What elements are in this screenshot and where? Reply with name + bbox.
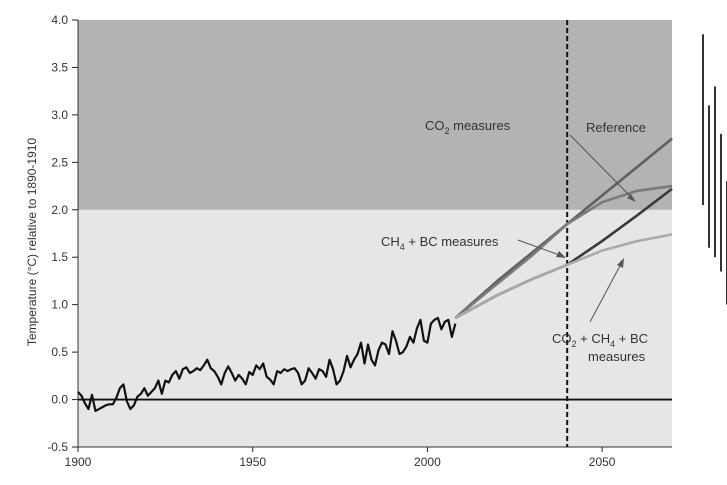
y-tick-label: 4.0 [51,13,68,27]
ch4-suffix: + BC measures [405,234,499,249]
ch4-sub: 4 [400,242,405,252]
ch4-bc-measures-label: CH4 + BC measures [381,234,499,252]
combo-prefix: CO [552,331,572,346]
combo-mid: + CH [577,331,611,346]
co2-measures-label: CO2 measures [425,118,511,136]
co2-suffix: measures [450,118,511,133]
y-tick-label: -0.5 [47,440,68,454]
y-tick-label: 1.5 [51,250,68,264]
y-axis-label: Temperature (°C) relative to 1890-1910 [25,138,39,347]
ch4-arrow [517,239,563,257]
y-tick-label: 2.0 [51,203,68,217]
combo-arrow [589,261,623,323]
combined-measures-label-line1: CO2 + CH4 + BC [552,331,648,349]
y-tick-label: 2.5 [51,155,68,169]
x-axis-ticks: 1900 1950 2000 2050 [65,20,672,469]
y-tick-label: 3.0 [51,108,68,122]
y-tick-label: 0.5 [51,345,68,359]
side-range-bars [702,34,727,305]
combo-suffix: + BC [615,331,648,346]
projection-line-2 [454,184,673,319]
y-axis-ticks: -0.5 0.0 0.5 1.0 1.5 2.0 2.5 3.0 3.5 4.0 [47,13,78,454]
x-tick-label: 2000 [414,455,441,469]
y-tick-label: 1.0 [51,298,68,312]
projection-series [454,137,673,320]
projection-line-3 [454,233,673,320]
combo-sub2: 4 [610,339,615,349]
combined-measures-label-line2: measures [588,349,646,364]
above-2c-shaded-region [78,20,672,210]
co2-sub: 2 [445,126,450,136]
co2-arrow [569,134,635,201]
y-tick-label: 0.0 [51,393,68,407]
y-tick-label: 3.5 [51,60,68,74]
combo-arrowhead [617,258,624,268]
ch4-prefix: CH [381,234,400,249]
x-tick-label: 1900 [65,455,92,469]
combo-sub1: 2 [572,339,577,349]
x-tick-label: 2050 [589,455,616,469]
reference-label: Reference [586,120,646,135]
ch4-arrowhead [556,251,566,258]
observed-temperature-line [77,316,457,413]
co2-arrowhead [627,194,636,202]
co2-prefix: CO [425,118,445,133]
x-tick-label: 1950 [239,455,266,469]
